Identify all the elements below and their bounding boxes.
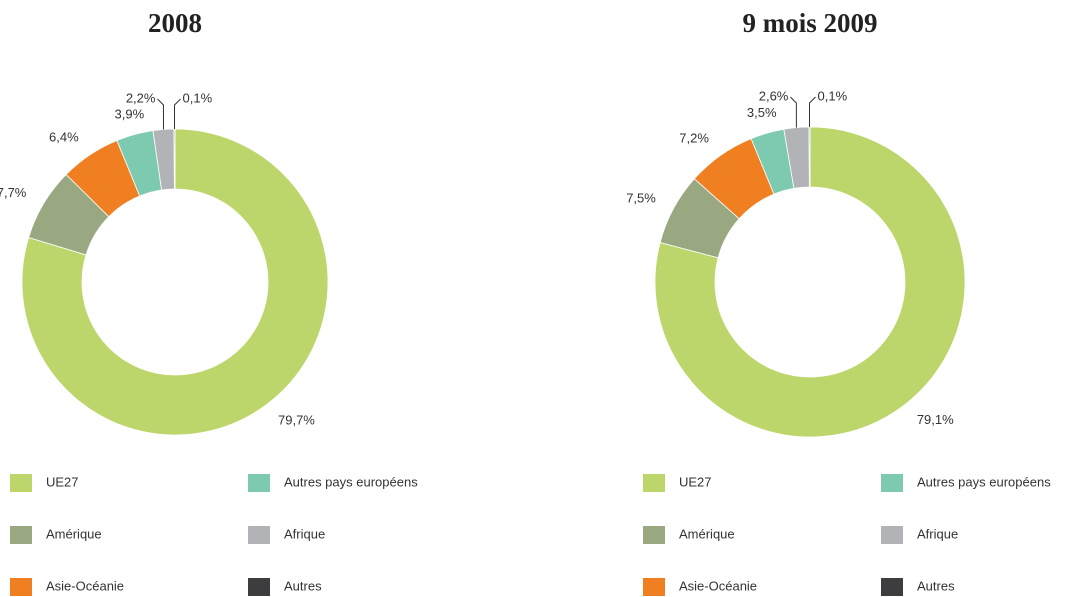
donut-slice — [808, 126, 811, 188]
donut-slice — [654, 126, 966, 438]
legend-swatch — [248, 474, 270, 492]
data-label: 0,1% — [818, 88, 848, 103]
data-label: 7,7% — [0, 185, 27, 200]
legend-label: Afrique — [917, 526, 958, 541]
legend-label: Amérique — [46, 526, 102, 541]
leader-line — [809, 96, 816, 128]
leader-line — [157, 98, 164, 130]
data-label: 7,2% — [679, 131, 709, 146]
data-label: 6,4% — [49, 130, 79, 145]
chart-title: 2008 — [148, 8, 202, 38]
data-label: 0,1% — [183, 90, 213, 105]
legend-label: Autres — [284, 578, 322, 593]
data-label: 3,5% — [747, 105, 777, 120]
data-label: 79,1% — [917, 412, 954, 427]
leader-line — [790, 96, 797, 128]
data-label: 2,2% — [126, 90, 156, 105]
legend-swatch — [881, 526, 903, 544]
legend-label: Autres pays européens — [284, 474, 418, 489]
legend-swatch — [10, 578, 32, 596]
donut-slice — [173, 128, 176, 190]
legend-label: Asie-Océanie — [46, 578, 124, 593]
chart-title: 9 mois 2009 — [743, 8, 878, 38]
donut-slice — [21, 128, 329, 436]
legend-label: UE27 — [679, 474, 712, 489]
legend-swatch — [881, 474, 903, 492]
legend-label: Autres pays européens — [917, 474, 1051, 489]
legend-swatch — [10, 526, 32, 544]
legend-swatch — [643, 526, 665, 544]
leader-line — [174, 98, 181, 130]
legend-label: Amérique — [679, 526, 735, 541]
data-label: 79,7% — [278, 412, 315, 427]
legend-label: Autres — [917, 578, 955, 593]
data-label: 3,9% — [115, 107, 145, 122]
legend-swatch — [643, 578, 665, 596]
legend-swatch — [643, 474, 665, 492]
legend-label: Asie-Océanie — [679, 578, 757, 593]
legend-swatch — [248, 578, 270, 596]
legend-label: UE27 — [46, 474, 79, 489]
data-label: 2,6% — [759, 88, 789, 103]
legend-swatch — [10, 474, 32, 492]
legend-swatch — [881, 578, 903, 596]
data-label: 7,5% — [626, 191, 656, 206]
legend-label: Afrique — [284, 526, 325, 541]
legend-swatch — [248, 526, 270, 544]
